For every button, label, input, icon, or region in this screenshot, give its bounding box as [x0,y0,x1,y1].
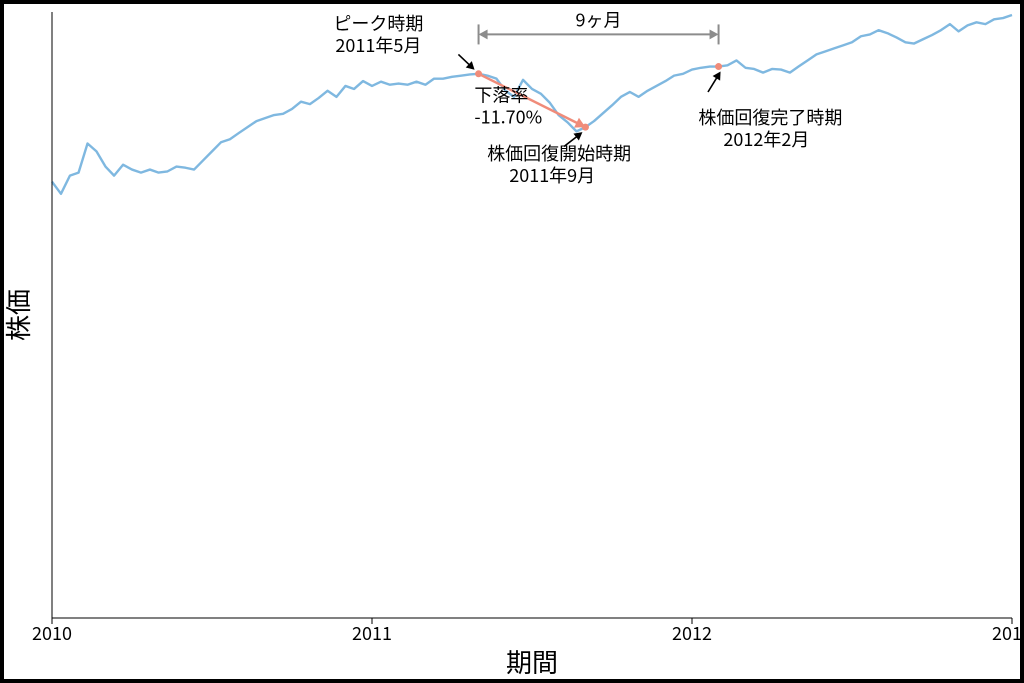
x-tick-label: 2012 [672,620,712,646]
y-axis-label: 株価 [0,289,36,341]
span-label: 9ヶ月 [576,6,622,32]
trough-date: 2011年9月 [509,162,595,188]
x-tick-label: 2011 [352,620,392,646]
recover-marker [715,63,722,70]
x-tick-label: 2010 [32,620,72,646]
x-tick-label: 2013 [992,620,1024,646]
peak-date: 2011年5月 [335,32,421,58]
stock-chart: 2010201120122013期間株価9ヶ月ピーク時期2011年5月下落率-1… [0,0,1024,683]
decline-value: -11.70% [474,104,542,130]
x-axis-label: 期間 [506,643,558,680]
recover-date: 2012年2月 [723,126,809,152]
